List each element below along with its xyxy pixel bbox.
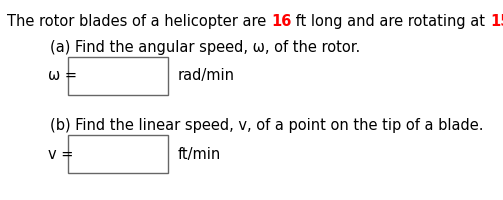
Text: rad/min: rad/min bbox=[178, 68, 235, 83]
Text: 150: 150 bbox=[490, 14, 503, 29]
Bar bbox=[68, 57, 168, 95]
Text: (b) Find the linear speed, v, of a point on the tip of a blade.: (b) Find the linear speed, v, of a point… bbox=[50, 118, 483, 133]
Text: 16: 16 bbox=[271, 14, 291, 29]
Text: The rotor blades of a helicopter are: The rotor blades of a helicopter are bbox=[7, 14, 271, 29]
Text: ω =: ω = bbox=[48, 68, 77, 83]
Text: ft/min: ft/min bbox=[178, 147, 221, 162]
Text: v =: v = bbox=[48, 147, 73, 162]
Bar bbox=[68, 135, 168, 173]
Text: (a) Find the angular speed, ω, of the rotor.: (a) Find the angular speed, ω, of the ro… bbox=[50, 40, 360, 55]
Text: ft long and are rotating at: ft long and are rotating at bbox=[291, 14, 490, 29]
